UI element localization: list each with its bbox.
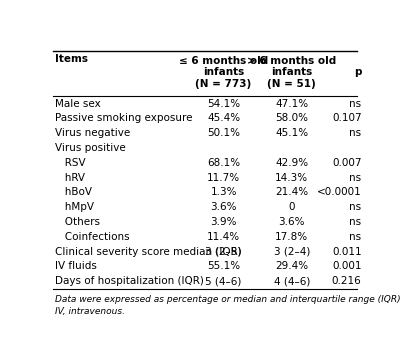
Text: 4 (4–6): 4 (4–6) [274, 276, 310, 286]
Text: 47.1%: 47.1% [275, 99, 308, 109]
Text: 5 (4–6): 5 (4–6) [206, 276, 242, 286]
Text: Male sex: Male sex [55, 99, 100, 109]
Text: ns: ns [350, 99, 362, 109]
Text: 0: 0 [288, 202, 295, 212]
Text: <0.0001: <0.0001 [317, 187, 362, 197]
Text: hBoV: hBoV [55, 187, 92, 197]
Text: Others: Others [55, 217, 100, 227]
Text: Coinfections: Coinfections [55, 232, 129, 242]
Text: 0.011: 0.011 [332, 247, 362, 257]
Text: 3.9%: 3.9% [210, 217, 237, 227]
Text: ns: ns [350, 173, 362, 183]
Text: 68.1%: 68.1% [207, 158, 240, 168]
Text: Passive smoking exposure: Passive smoking exposure [55, 113, 192, 124]
Text: 0.007: 0.007 [332, 158, 362, 168]
Text: 50.1%: 50.1% [207, 128, 240, 138]
Text: Items: Items [55, 54, 88, 64]
Text: 0.216: 0.216 [332, 276, 362, 286]
Text: RSV: RSV [55, 158, 85, 168]
Text: Clinical severity score median (IQR): Clinical severity score median (IQR) [55, 247, 242, 257]
Text: p: p [354, 67, 362, 77]
Text: hRV: hRV [55, 173, 85, 183]
Text: 3 (2–5): 3 (2–5) [206, 247, 242, 257]
Text: 0.107: 0.107 [332, 113, 362, 124]
Text: ns: ns [350, 217, 362, 227]
Text: Days of hospitalization (IQR): Days of hospitalization (IQR) [55, 276, 204, 286]
Text: 42.9%: 42.9% [275, 158, 308, 168]
Text: 45.1%: 45.1% [275, 128, 308, 138]
Text: 58.0%: 58.0% [275, 113, 308, 124]
Text: 45.4%: 45.4% [207, 113, 240, 124]
Text: 17.8%: 17.8% [275, 232, 308, 242]
Text: Virus negative: Virus negative [55, 128, 130, 138]
Text: 29.4%: 29.4% [275, 261, 308, 271]
Text: 55.1%: 55.1% [207, 261, 240, 271]
Text: 11.4%: 11.4% [207, 232, 240, 242]
Text: 0.001: 0.001 [332, 261, 362, 271]
Text: 21.4%: 21.4% [275, 187, 308, 197]
Text: 3 (2–4): 3 (2–4) [274, 247, 310, 257]
Text: 3.6%: 3.6% [210, 202, 237, 212]
Text: 3.6%: 3.6% [278, 217, 305, 227]
Text: 54.1%: 54.1% [207, 99, 240, 109]
Text: hMpV: hMpV [55, 202, 94, 212]
Text: ns: ns [350, 128, 362, 138]
Text: Data were expressed as percentage or median and interquartile range (IQR).: Data were expressed as percentage or med… [55, 295, 400, 304]
Text: IV, intravenous.: IV, intravenous. [55, 307, 125, 315]
Text: 11.7%: 11.7% [207, 173, 240, 183]
Text: IV fluids: IV fluids [55, 261, 96, 271]
Text: ns: ns [350, 232, 362, 242]
Text: ≤ 6 months old
infants
(N = 773): ≤ 6 months old infants (N = 773) [179, 56, 268, 89]
Text: ns: ns [350, 202, 362, 212]
Text: 14.3%: 14.3% [275, 173, 308, 183]
Text: 1.3%: 1.3% [210, 187, 237, 197]
Text: Virus positive: Virus positive [55, 143, 126, 153]
Text: > 6 months old
infants
(N = 51): > 6 months old infants (N = 51) [247, 56, 336, 89]
